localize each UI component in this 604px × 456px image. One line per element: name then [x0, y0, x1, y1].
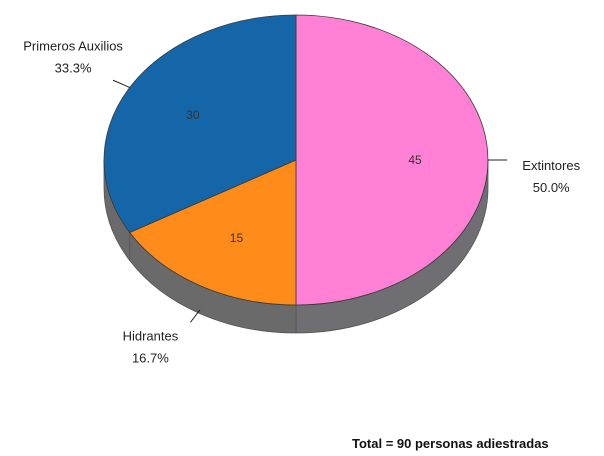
pie-leader-line-primeros-auxilios	[112, 79, 130, 88]
pie-percent-label-extintores: 50.0%	[533, 180, 570, 195]
pie-value-label-primeros-auxilios: 30	[186, 108, 200, 122]
total-footnote: Total = 90 personas adiestradas	[352, 436, 549, 451]
pie-category-label-hidrantes: Hidrantes	[123, 328, 179, 343]
pie-slice-hidrantes	[129, 159, 297, 306]
pie-leader-lines	[112, 79, 508, 323]
pie-slice-primeros-auxilios	[103, 14, 297, 233]
pie-slices	[103, 14, 489, 306]
pie-slice-extintores	[295, 14, 489, 306]
pie-leader-line-hidrantes	[190, 309, 201, 323]
pie-value-label-hidrantes: 15	[230, 231, 244, 245]
pie-value-label-extintores: 45	[408, 153, 422, 167]
pie-category-label-extintores: Extintores	[522, 158, 580, 173]
pie-value-labels: 45 15 30	[186, 108, 422, 245]
pie-category-labels: Extintores 50.0% Hidrantes 16.7% Primeros Au…	[23, 38, 580, 365]
pie-percent-label-primeros-auxilios: 33.3%	[55, 60, 92, 75]
pie-percent-label-hidrantes: 16.7%	[132, 350, 169, 365]
pie-category-label-primeros-auxilios: Primeros Auxilios	[23, 38, 123, 53]
